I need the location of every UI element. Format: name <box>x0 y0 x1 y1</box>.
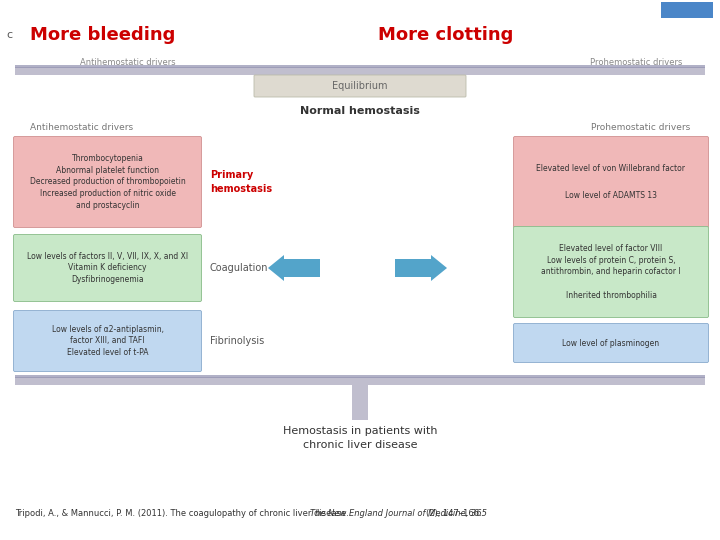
Bar <box>661 2 713 18</box>
Bar <box>15 377 705 385</box>
FancyBboxPatch shape <box>14 137 202 227</box>
FancyBboxPatch shape <box>513 137 708 227</box>
Text: (2), 147–166.: (2), 147–166. <box>426 509 482 518</box>
Text: Primary
hemostasis: Primary hemostasis <box>210 171 272 194</box>
FancyBboxPatch shape <box>513 323 708 362</box>
Text: Elevated level of von Willebrand factor

Low level of ADAMTS 13: Elevated level of von Willebrand factor … <box>536 164 685 200</box>
Text: The New England Journal of Medicine, 365: The New England Journal of Medicine, 365 <box>310 509 487 518</box>
FancyBboxPatch shape <box>254 75 466 97</box>
FancyArrow shape <box>268 255 320 281</box>
Text: Prohemostatic drivers: Prohemostatic drivers <box>590 58 683 67</box>
Text: Elevated level of factor VIII
Low levels of protein C, protein S,
antithrombin, : Elevated level of factor VIII Low levels… <box>541 244 681 300</box>
FancyBboxPatch shape <box>513 226 708 318</box>
Text: Thrombocytopenia
Abnormal platelet function
Decreased production of thrombopoiet: Thrombocytopenia Abnormal platelet funct… <box>30 154 185 210</box>
Text: Equilibrium: Equilibrium <box>332 81 388 91</box>
Text: More bleeding: More bleeding <box>30 26 176 44</box>
Text: Tripodi, A., & Mannucci, P. M. (2011). The coagulopathy of chronic liver disease: Tripodi, A., & Mannucci, P. M. (2011). T… <box>15 509 351 518</box>
Bar <box>352 385 368 420</box>
FancyArrow shape <box>395 255 447 281</box>
FancyBboxPatch shape <box>14 310 202 372</box>
FancyBboxPatch shape <box>14 234 202 301</box>
Text: Antihemostatic drivers: Antihemostatic drivers <box>30 123 133 132</box>
Text: Low level of plasminogen: Low level of plasminogen <box>562 339 660 348</box>
Text: c: c <box>6 30 12 40</box>
Bar <box>15 375 705 378</box>
Text: More clotting: More clotting <box>378 26 513 44</box>
Bar <box>15 67 705 75</box>
Text: Coagulation: Coagulation <box>210 263 269 273</box>
Text: Hemostasis in patients with
chronic liver disease: Hemostasis in patients with chronic live… <box>283 426 437 450</box>
Bar <box>15 65 705 68</box>
Text: Low levels of factors II, V, VII, IX, X, and XI
Vitamin K deficiency
Dysfibrinog: Low levels of factors II, V, VII, IX, X,… <box>27 252 188 284</box>
Text: Antihemostatic drivers: Antihemostatic drivers <box>80 58 176 67</box>
Text: Normal hemostasis: Normal hemostasis <box>300 106 420 116</box>
Text: Prohemostatic drivers: Prohemostatic drivers <box>590 123 690 132</box>
Text: Low levels of α2-antiplasmin,
factor XIII, and TAFI
Elevated level of t-PA: Low levels of α2-antiplasmin, factor XII… <box>52 325 163 357</box>
Text: Fibrinolysis: Fibrinolysis <box>210 336 264 346</box>
